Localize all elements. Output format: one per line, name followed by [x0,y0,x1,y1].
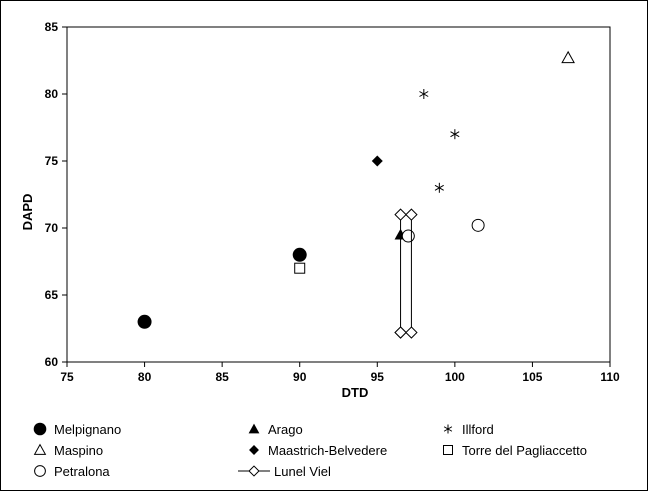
data-point [561,50,575,64]
legend-item: Petralona [34,464,110,479]
asterisk-stroke [450,131,460,138]
x-tick-label: 100 [445,370,465,384]
y-tick-label: 75 [45,154,59,168]
x-tick-label: 90 [293,370,307,384]
legend-label: Maspino [54,443,103,458]
data-point [294,262,306,274]
legend-label: Illford [462,422,494,437]
legend-item: Arago [248,422,303,437]
x-axis-title: DTD [342,385,369,400]
plot-area-border [66,26,611,363]
asterisk-stroke [434,184,444,191]
data-point [405,208,418,221]
y-tick-label: 70 [45,221,59,235]
y-axis-title: DAPD [20,194,35,231]
data-point [248,423,260,434]
x-tick-label: 110 [600,370,620,384]
data-point [394,326,407,339]
y-tick-label: 80 [45,87,59,101]
legend-item: Melpignano [33,422,121,437]
legend-item: Maspino [33,443,103,458]
data-point [137,314,152,329]
legend-item: Maastrich-Belvedere [249,443,387,458]
series-petralona [401,218,485,243]
data-point [371,155,383,167]
data-point [443,424,453,434]
series-maspino [561,50,575,64]
series-torre-del-pagliaccetto [294,262,306,274]
data-point [33,422,47,436]
axes: 75 80 85 90 95 100 105 110 60 65 70 75 80 85 [45,20,620,384]
legend-label: Maastrich-Belvedere [268,443,387,458]
data-marks [137,50,575,339]
series-illford [419,89,460,193]
data-point [405,326,418,339]
x-tick-label: 75 [60,370,74,384]
data-point [33,443,47,455]
data-point [394,208,407,221]
x-tick-label: 80 [138,370,152,384]
x-tick-label: 95 [371,370,385,384]
data-point [434,182,444,193]
y-tick-label: 60 [45,355,59,369]
legend: Melpignano Arago Illford Maspino Maastrich-B… [33,422,587,479]
data-point [401,229,415,243]
data-point [419,89,429,99]
series-melpignano [137,247,307,329]
data-point [34,465,46,477]
series-maastrich-belvedere [371,155,383,167]
data-point [249,445,259,455]
legend-label: Melpignano [54,422,121,437]
series-lunel-viel [394,208,418,339]
data-point [471,218,485,232]
legend-item: Lunel Viel [238,464,331,479]
data-point [248,465,260,477]
legend-label: Arago [268,422,303,437]
legend-item: Illford [443,422,494,437]
y-tick-label: 85 [45,20,59,34]
x-tick-label: 105 [522,370,542,384]
legend-label: Lunel Viel [274,464,331,479]
x-tick-label: 85 [215,370,229,384]
data-point [450,129,460,140]
data-point [443,445,453,455]
y-tick-label: 65 [45,288,59,302]
legend-label: Torre del Pagliaccetto [462,443,587,458]
legend-label: Petralona [54,464,110,479]
data-point [292,247,307,262]
asterisk-stroke [443,426,453,432]
legend-item: Torre del Pagliaccetto [443,443,587,458]
asterisk-stroke [419,91,429,97]
